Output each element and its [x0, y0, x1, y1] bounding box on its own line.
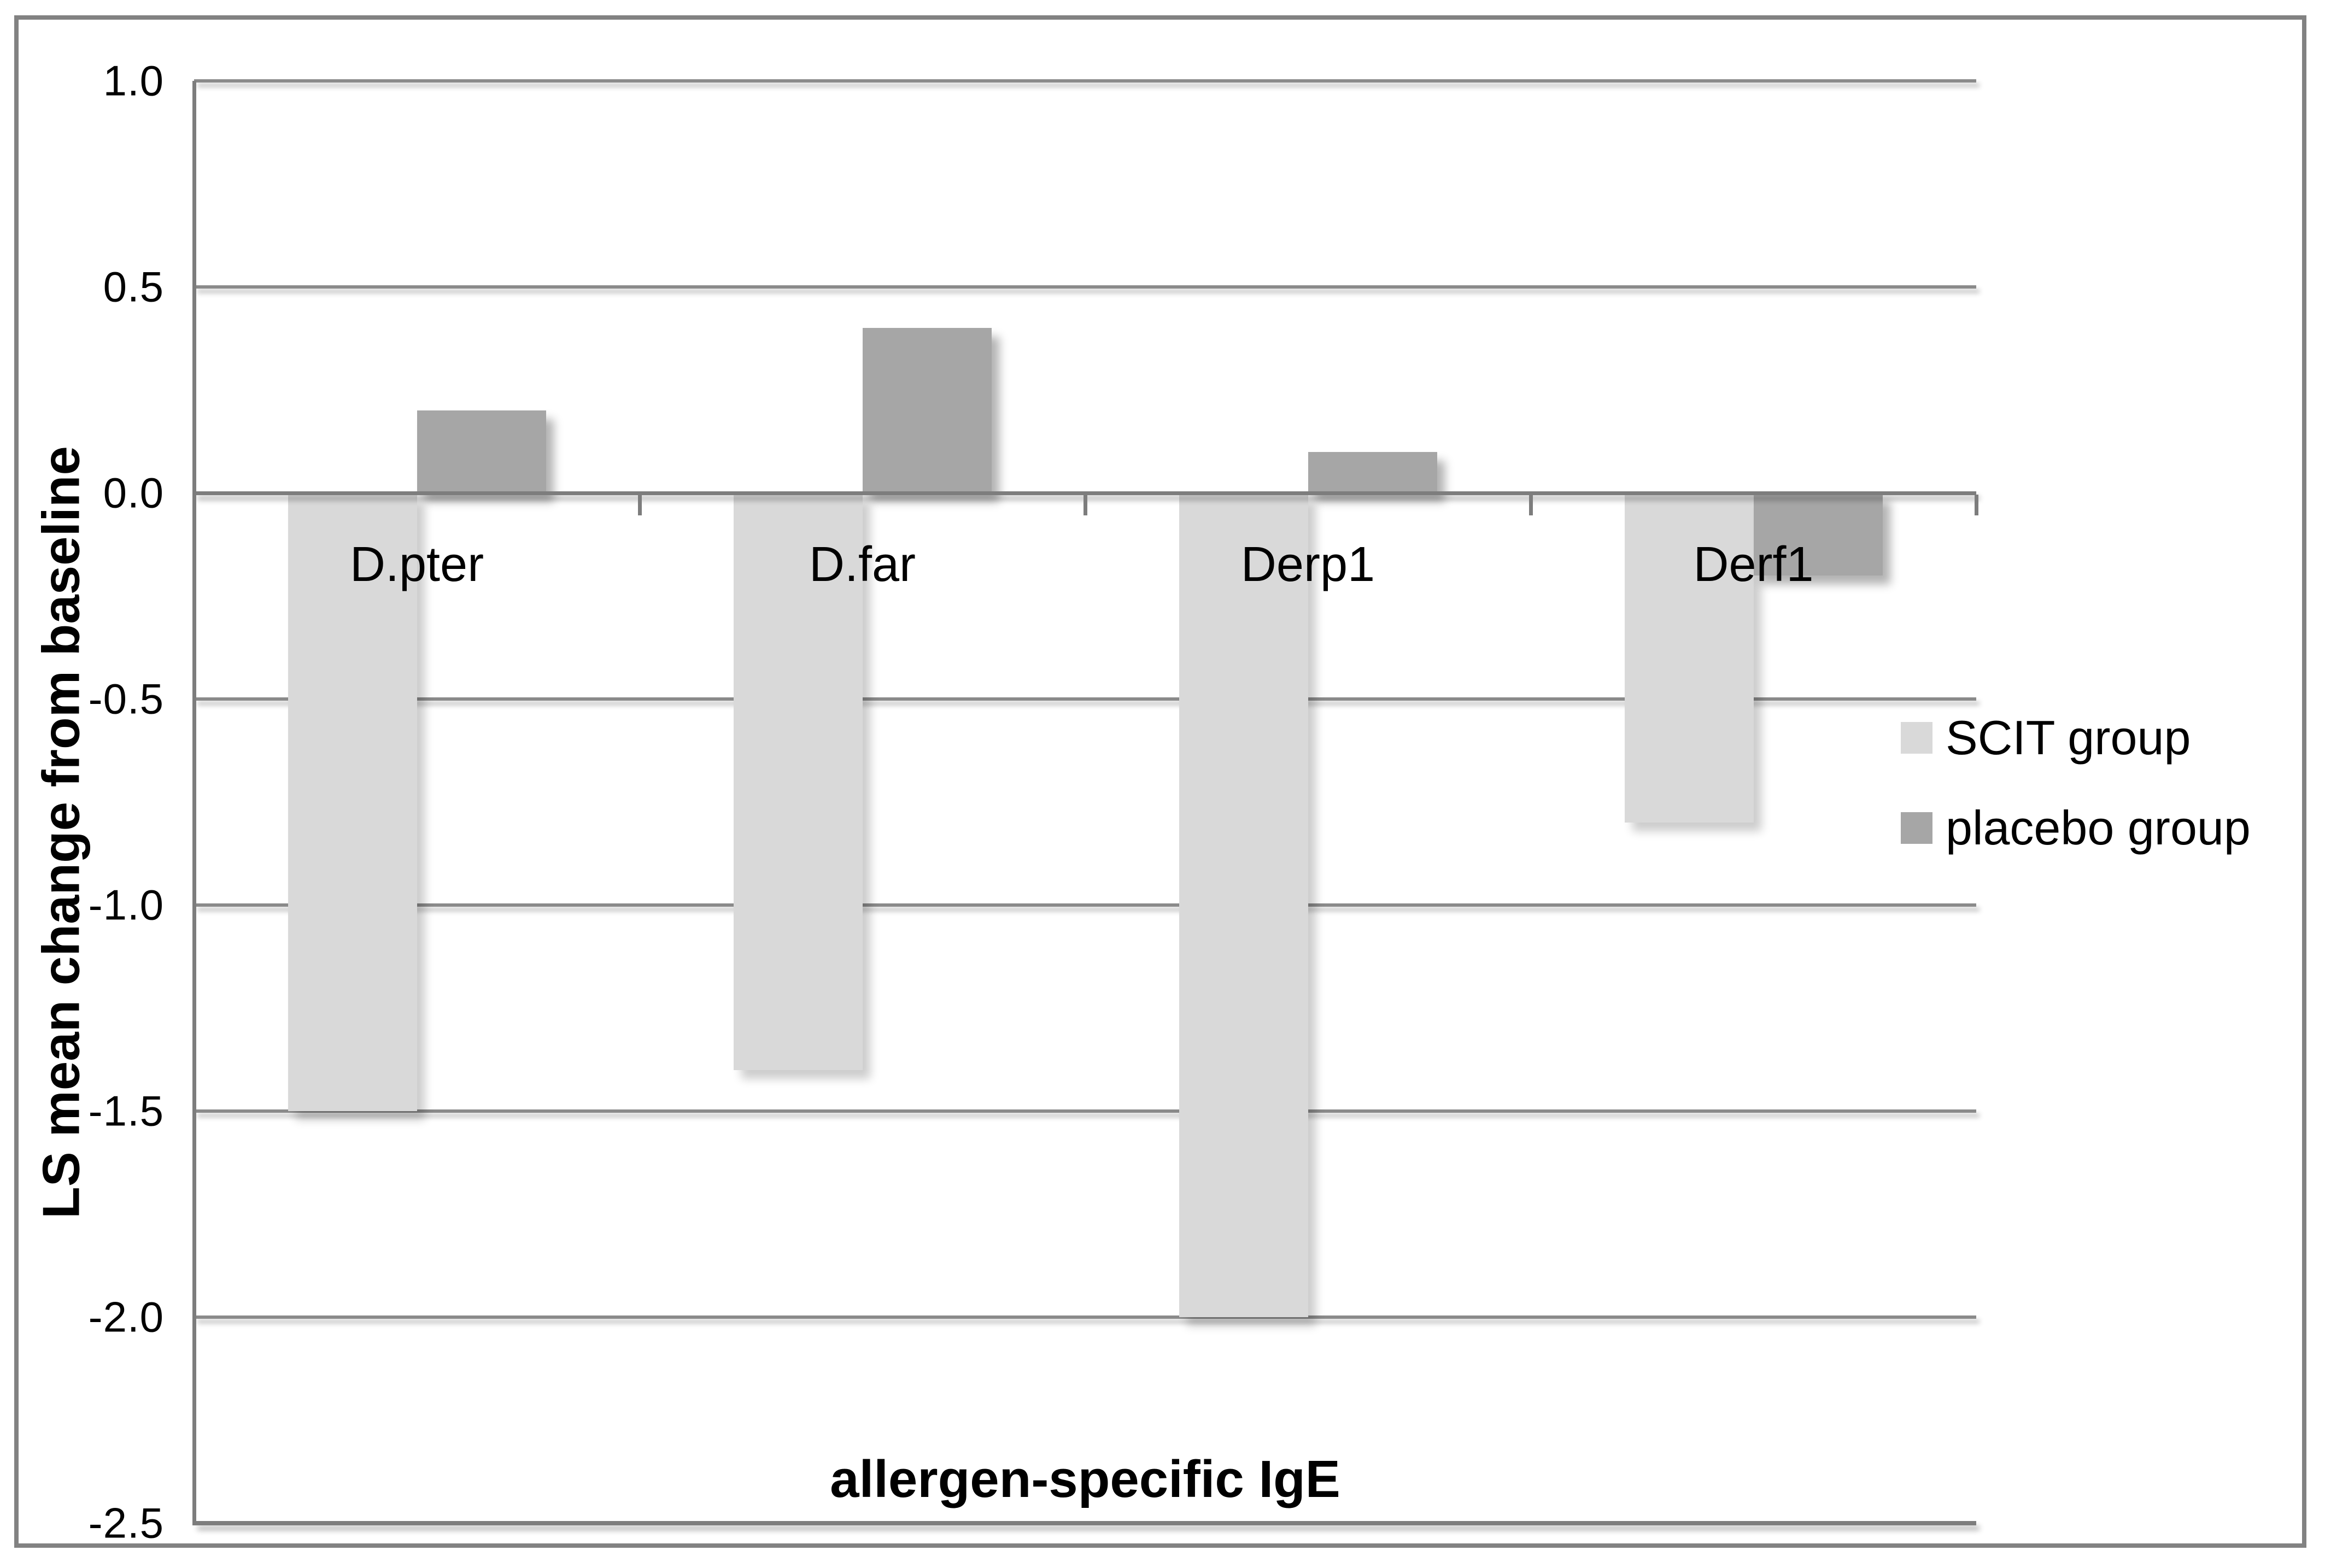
- y-axis-title: LS mean change from baseline: [32, 446, 91, 1219]
- legend-label-placebo: placebo group: [1946, 801, 2251, 855]
- legend-row-scit: SCIT group: [1901, 710, 2251, 765]
- category-label-Derf1: Derf1: [1693, 537, 1814, 592]
- category-tick: [1083, 495, 1087, 515]
- category-label-Derp1: Derp1: [1240, 537, 1375, 592]
- y-tick-label: -2.0: [88, 1293, 164, 1341]
- legend-label-scit: SCIT group: [1946, 710, 2191, 765]
- scit-group-swatch-icon: [1901, 722, 1932, 754]
- legend: SCIT group placebo group: [1901, 710, 2251, 902]
- x-axis-title: allergen-specific IgE: [830, 1450, 1340, 1508]
- figure-border: [14, 15, 2306, 1548]
- y-axis-line: [192, 81, 196, 1525]
- y-tick-label: -1.5: [88, 1087, 164, 1135]
- bar-placebo-Derf1: [1753, 493, 1883, 575]
- category-tick: [637, 495, 642, 515]
- placebo-group-swatch-icon: [1901, 812, 1932, 844]
- y-tick-label: -0.5: [88, 674, 164, 723]
- bar-scit-Derf1: [1624, 493, 1754, 823]
- bar-scit-D.far: [733, 493, 863, 1070]
- y-gridline: [194, 1109, 1976, 1113]
- zero-axis-line: [194, 491, 1976, 495]
- y-tick-label: 1.0: [103, 56, 164, 105]
- category-tick: [1528, 495, 1533, 515]
- category-tick: [192, 495, 196, 515]
- y-gridline: [194, 285, 1976, 289]
- y-gridline: [194, 79, 1976, 83]
- y-gridline: [194, 903, 1976, 907]
- y-tick-label: -2.5: [88, 1499, 164, 1547]
- bar-scit-Derp1: [1179, 493, 1308, 1317]
- y-gridline: [194, 1316, 1976, 1319]
- category-label-D.pter: D.pter: [349, 537, 484, 592]
- bar-placebo-Derp1: [1308, 451, 1437, 493]
- y-tick-label: 0.5: [103, 262, 164, 311]
- category-tick: [1974, 495, 1978, 515]
- bar-scit-D.pter: [288, 493, 417, 1111]
- x-axis-line: [194, 1521, 1976, 1525]
- y-tick-label: 0.0: [103, 468, 164, 517]
- bar-placebo-D.far: [862, 328, 992, 493]
- bar-placebo-D.pter: [417, 410, 546, 493]
- category-label-D.far: D.far: [809, 537, 916, 592]
- legend-row-placebo: placebo group: [1901, 801, 2251, 855]
- y-tick-label: -1.0: [88, 880, 164, 929]
- y-gridline: [194, 697, 1976, 701]
